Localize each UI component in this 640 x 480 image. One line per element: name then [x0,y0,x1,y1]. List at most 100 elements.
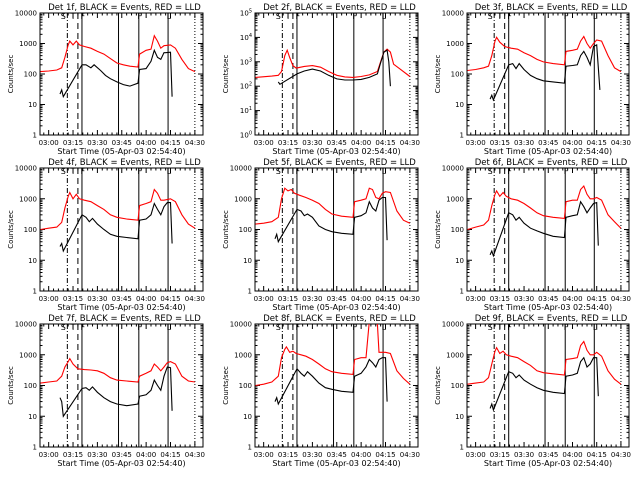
y-axis-label: Counts/sec [222,55,230,94]
y-tick-label: 10000 [442,321,464,329]
x-tick-label: 04:15 [160,295,180,303]
x-tick-label: 04:15 [375,139,395,147]
y-axis-label: Counts/sec [434,55,442,94]
x-tick-label: 03:00 [466,139,486,147]
panel-title: Det 5f, BLACK = Events, RED = LLD [263,158,416,168]
lld-series-line [255,324,411,387]
panel-6: 1 10 100 1000 10000 03:00 03:15 03:30 03:45 04:00… [434,158,631,312]
y-tick-label: 100 [24,226,37,234]
x-tick-label: 04:30 [611,295,631,303]
top-annotation: S [61,12,66,21]
y-tick-label: 1000 [19,40,37,48]
lld-series-line [40,34,196,73]
y-tick-label: 100 [239,226,252,234]
y-axis-label: Counts/sec [222,366,230,405]
x-tick-label: 03:00 [39,451,59,459]
y-tick-label: 10000 [442,165,464,173]
top-annotation: L [593,12,598,21]
panel-9: 1 10 100 1000 10000 03:00 03:15 03:30 03:45 04:00… [434,314,631,468]
panel-title: Det 2f, BLACK = Events, RED = LLD [263,3,416,13]
top-annotation: F [507,167,512,176]
top-annotation: F [137,323,142,332]
x-tick-label: 03:30 [302,139,322,147]
y-tick-label: 100 [239,382,252,390]
lld-series-line [467,184,622,231]
y-tick-label: 100 [451,226,464,234]
y-tick-label: 10 [455,257,464,265]
y-tick-label: 1000 [234,195,252,203]
top-annotation: T [496,12,502,21]
x-tick-label: 04:30 [400,295,420,303]
panel-title: Det 6f, BLACK = Events, RED = LLD [475,158,628,168]
top-annotation: T [70,12,76,21]
top-annotation: S [488,323,493,332]
x-tick-label: 03:30 [514,139,534,147]
x-axis-label: Start Time (05-Apr-03 02:54:40) [272,459,400,468]
panel-1: 1 10 100 1000 10000 03:00 03:15 03:30 03:45 04:00… [7,3,205,156]
x-tick-label: 04:00 [351,451,371,459]
x-tick-label: 03:30 [514,451,534,459]
top-annotation: T [70,167,76,176]
lld-series-line [255,187,411,225]
y-tick-exponent: 1 [249,106,252,112]
top-annotation: L [167,323,172,332]
events-series-line [59,48,173,99]
x-tick-label: 03:00 [466,451,486,459]
y-tick-label: 10 [28,101,37,109]
y-tick-label: 1000 [446,40,464,48]
x-tick-label: 04:00 [351,295,371,303]
plot-frame [39,167,204,292]
x-tick-label: 04:30 [611,139,631,147]
y-tick-label: 1 [460,132,464,140]
plot-frame [39,323,204,448]
x-axis-label: Start Time (05-Apr-03 02:54:40) [57,147,185,156]
x-tick-label: 03:15 [278,295,298,303]
panel-7: 1 10 100 1000 10000 03:00 03:15 03:30 03:45 04:00… [7,314,205,468]
y-tick-exponent: 4 [249,33,252,39]
y-tick-label: 1000 [19,351,37,359]
top-annotation: F [80,167,85,176]
top-annotation: L [382,323,387,332]
events-series-line [274,196,388,244]
y-tick-label: 1 [460,288,464,296]
top-annotation: F [295,12,300,21]
x-tick-label: 03:15 [490,139,510,147]
x-tick-label: 04:30 [400,451,420,459]
x-tick-label: 03:00 [39,139,59,147]
x-axis-label: Start Time (05-Apr-03 02:54:40) [272,147,400,156]
y-tick-label: 1 [33,288,37,296]
top-annotation: F [80,323,85,332]
top-annotation: S [276,167,281,176]
lld-series-line [40,188,196,231]
y-tick-label: 105 [240,9,252,18]
y-tick-label: 1 [248,444,252,452]
x-tick-label: 03:45 [112,295,132,303]
y-tick-label: 100 [24,71,37,79]
top-annotation: L [382,167,387,176]
top-annotation: F [295,167,300,176]
y-tick-label: 101 [240,106,252,115]
top-annotation: S [488,12,493,21]
x-tick-label: 03:45 [327,295,347,303]
y-tick-label: 10000 [230,321,252,329]
y-tick-label: 1 [33,444,37,452]
top-annotation: F [352,167,357,176]
x-tick-label: 04:15 [587,295,607,303]
x-tick-label: 03:00 [254,451,274,459]
x-tick-label: 04:15 [375,451,395,459]
y-tick-label: 1 [33,132,37,140]
y-tick-label: 10 [28,257,37,265]
x-tick-label: 03:30 [302,451,322,459]
x-tick-label: 03:30 [87,139,107,147]
top-annotation: L [167,12,172,21]
top-annotation: F [352,323,357,332]
x-tick-label: 03:15 [278,451,298,459]
top-annotation: F [295,323,300,332]
x-tick-label: 03:15 [490,451,510,459]
y-tick-label: 10000 [230,165,252,173]
top-annotation: T [496,323,502,332]
x-tick-label: 04:00 [136,295,156,303]
top-annotation: F [507,323,512,332]
lld-series-line [467,340,622,385]
x-tick-label: 03:00 [254,295,274,303]
